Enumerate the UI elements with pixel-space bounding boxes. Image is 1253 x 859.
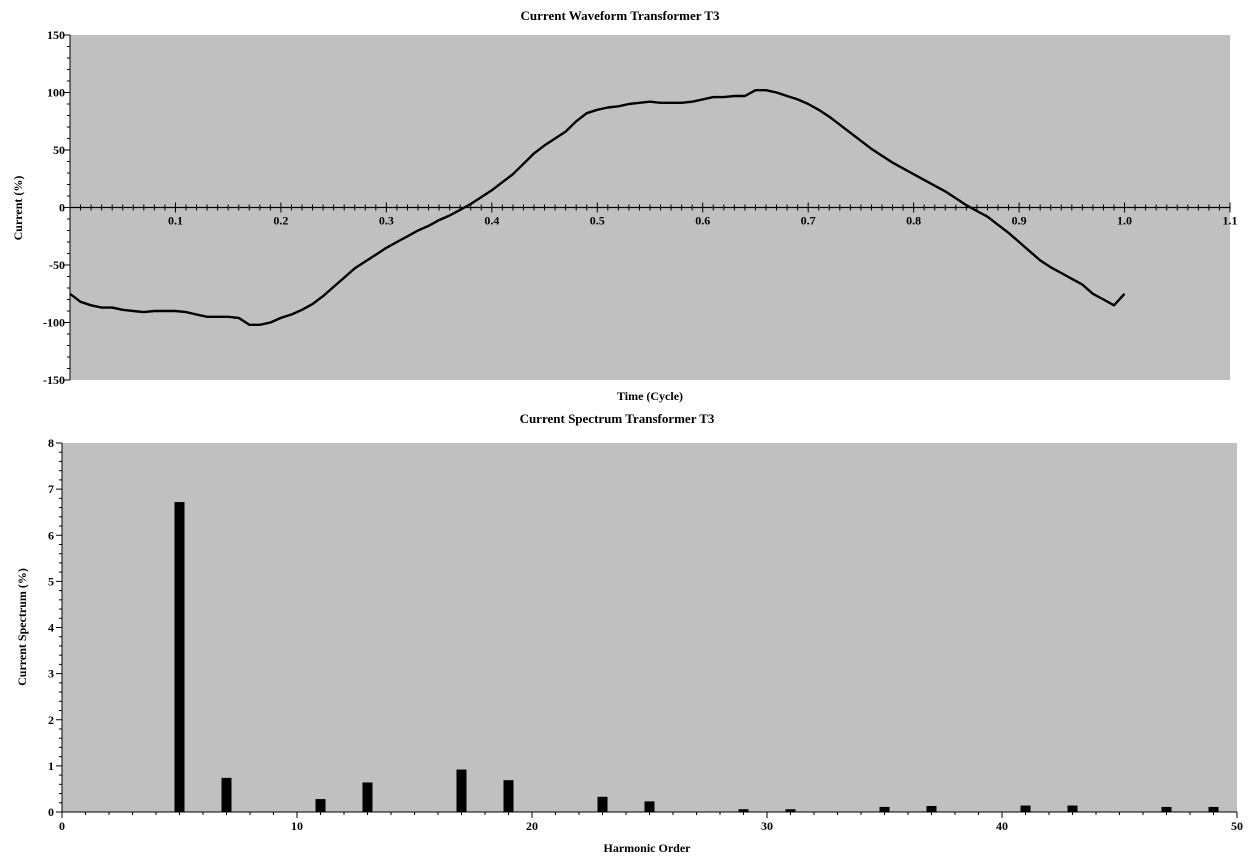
waveform-x-tick-label: 0.1 bbox=[168, 214, 183, 228]
spectrum-bar bbox=[738, 809, 749, 812]
waveform-x-tick-label: 1.1 bbox=[1223, 214, 1238, 228]
waveform-y-tick-label: -50 bbox=[49, 258, 65, 272]
spectrum-y-tick-label: 6 bbox=[48, 528, 54, 542]
spectrum-bar bbox=[879, 806, 890, 812]
waveform-y-tick-label: -100 bbox=[43, 316, 65, 330]
waveform-x-tick-label: 1.0 bbox=[1117, 214, 1132, 228]
spectrum-bar bbox=[785, 809, 796, 812]
spectrum-bar bbox=[1208, 806, 1219, 812]
waveform-axes: 150 100 50 0 -50 -100 -150 0.1 0.2 0.3 0.4 0.5 0.6 0.… bbox=[43, 28, 1238, 387]
waveform-y-tick-label: -150 bbox=[43, 373, 65, 387]
spectrum-bar bbox=[221, 777, 232, 812]
spectrum-y-tick-label: 0 bbox=[48, 805, 54, 819]
spectrum-bar bbox=[1067, 805, 1078, 812]
waveform-chart: Current Waveform Transformer T3 Time (Cy… bbox=[11, 8, 1238, 403]
spectrum-bar bbox=[644, 801, 655, 812]
spectrum-chart: Current Spectrum Transformer T3 Harmonic… bbox=[15, 411, 1243, 855]
spectrum-plot-area bbox=[62, 443, 1237, 812]
waveform-title: Current Waveform Transformer T3 bbox=[521, 8, 720, 23]
waveform-x-tick-label: 0.8 bbox=[906, 214, 921, 228]
spectrum-y-tick-label: 5 bbox=[48, 574, 54, 588]
spectrum-bar bbox=[926, 806, 937, 812]
spectrum-bar bbox=[1161, 806, 1172, 812]
waveform-x-tick-label: 0.2 bbox=[273, 214, 288, 228]
waveform-y-tick-label: 0 bbox=[59, 201, 65, 215]
spectrum-bars bbox=[174, 502, 1219, 812]
waveform-series bbox=[69, 89, 1126, 326]
spectrum-y-tick-label: 4 bbox=[48, 621, 54, 635]
spectrum-bar bbox=[315, 799, 326, 812]
spectrum-x-tick-label: 10 bbox=[291, 819, 303, 833]
spectrum-y-axis-label: Current Spectrum (%) bbox=[15, 568, 29, 686]
waveform-y-tick-label: 150 bbox=[47, 28, 65, 42]
waveform-y-tick-label: 100 bbox=[47, 86, 65, 100]
spectrum-title: Current Spectrum Transformer T3 bbox=[520, 411, 715, 426]
waveform-x-tick-label: 0.4 bbox=[484, 214, 499, 228]
spectrum-x-tick-label: 0 bbox=[59, 819, 65, 833]
spectrum-bar bbox=[597, 796, 608, 812]
waveform-x-tick-label: 0.3 bbox=[379, 214, 394, 228]
waveform-y-axis-label: Current (%) bbox=[11, 176, 25, 241]
spectrum-x-tick-label: 40 bbox=[996, 819, 1008, 833]
waveform-x-axis-label: Time (Cycle) bbox=[617, 389, 683, 403]
waveform-x-tick-label: 0.7 bbox=[801, 214, 816, 228]
spectrum-y-tick-label: 2 bbox=[48, 713, 54, 727]
spectrum-bar bbox=[1020, 805, 1031, 812]
spectrum-x-tick-label: 20 bbox=[526, 819, 538, 833]
waveform-x-tick-label: 0.9 bbox=[1012, 214, 1027, 228]
spectrum-bar bbox=[456, 769, 467, 812]
waveform-y-tick-label: 50 bbox=[53, 143, 65, 157]
spectrum-y-tick-label: 7 bbox=[48, 482, 54, 496]
waveform-x-tick-label: 0.6 bbox=[695, 214, 710, 228]
spectrum-bar bbox=[503, 780, 514, 812]
spectrum-y-tick-label: 1 bbox=[48, 759, 54, 773]
spectrum-y-tick-label: 3 bbox=[48, 667, 54, 681]
spectrum-x-axis-label: Harmonic Order bbox=[604, 841, 692, 855]
waveform-x-tick-label: 0.5 bbox=[590, 214, 605, 228]
spectrum-bar bbox=[174, 502, 185, 812]
spectrum-x-tick-label: 50 bbox=[1231, 819, 1243, 833]
waveform-series-line bbox=[69, 89, 1126, 326]
spectrum-bar bbox=[362, 782, 373, 812]
spectrum-x-tick-label: 30 bbox=[761, 819, 773, 833]
spectrum-y-tick-label: 8 bbox=[48, 436, 54, 450]
